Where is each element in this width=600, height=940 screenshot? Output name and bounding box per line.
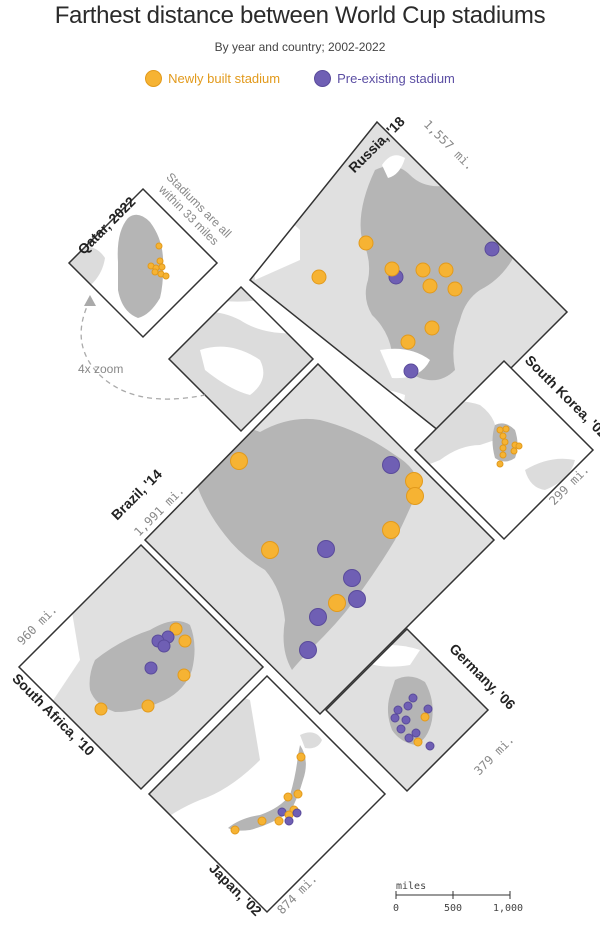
stadium-dot <box>422 278 438 294</box>
japan-stadiums <box>230 752 306 835</box>
stadium-dot <box>141 699 155 713</box>
stadium-dot <box>501 438 509 446</box>
stadium-dot <box>169 622 183 636</box>
stadium-dot <box>157 639 171 653</box>
stadium-dot <box>155 242 163 250</box>
chart-subtitle: By year and country; 2002-2022 <box>214 40 386 54</box>
stadium-dot <box>328 594 346 612</box>
stadium-dot <box>358 235 374 251</box>
zoom-arrow-icon <box>84 295 96 306</box>
scale-tick-500: 500 <box>444 903 462 914</box>
stadium-dot <box>499 444 507 452</box>
stadium-dot <box>144 661 158 675</box>
stadium-dot <box>425 741 435 751</box>
zoom-connector <box>80 299 206 400</box>
stadium-dot <box>403 701 413 711</box>
stadium-dot <box>406 487 424 505</box>
stadium-dot <box>423 704 433 714</box>
brazil-stadiums <box>230 452 424 659</box>
stadium-dot <box>415 262 431 278</box>
stadium-dot <box>400 334 416 350</box>
southafrica-frame <box>17 543 265 791</box>
legend: Newly built stadium Pre-existing stadium <box>0 70 600 87</box>
stadium-dot <box>309 608 327 626</box>
russia-stadiums <box>311 235 500 379</box>
stadium-dot <box>348 590 366 608</box>
stadium-dot <box>496 460 504 468</box>
zoom-label: 4x zoom <box>78 362 123 376</box>
germany-frame <box>324 627 490 793</box>
stadium-dot <box>403 363 419 379</box>
qatar-stadiums <box>147 242 170 280</box>
russia-distance: 1,557 mi. <box>421 117 477 173</box>
stadium-dot <box>515 442 523 450</box>
stadium-dot <box>311 269 327 285</box>
stadium-dot <box>162 272 170 280</box>
scale-tick-1000: 1,000 <box>493 903 523 914</box>
brazil-frame <box>143 362 496 716</box>
stadium-dot <box>438 262 454 278</box>
stadium-dot <box>404 733 414 743</box>
stadium-dot <box>405 472 423 490</box>
scale-unit: miles <box>396 881 426 892</box>
stadium-dot <box>382 521 400 539</box>
stadium-dot <box>502 425 510 433</box>
stadium-dot <box>158 263 166 271</box>
stadium-dot <box>156 257 164 265</box>
stadium-dot <box>396 724 406 734</box>
scale-tick-0: 0 <box>393 903 399 914</box>
korea-stadiums <box>496 425 523 468</box>
stadium-dot <box>408 693 418 703</box>
stadium-dot <box>296 752 306 762</box>
germany-stadiums <box>390 693 435 751</box>
stadium-dot <box>230 452 248 470</box>
stadium-dot <box>401 715 411 725</box>
new-stadium-swatch <box>145 70 163 87</box>
stadium-dot <box>424 320 440 336</box>
korea-frame <box>413 359 595 541</box>
qatar-frame <box>67 187 219 339</box>
stadium-dot <box>484 241 500 257</box>
stadium-dot <box>413 737 423 747</box>
stadium-dot <box>420 712 430 722</box>
stadium-dot <box>299 641 317 659</box>
stadium-dot <box>447 281 463 297</box>
stadium-dot <box>411 728 421 738</box>
stadium-dot <box>293 789 303 799</box>
legend-item-new: Newly built stadium <box>145 70 280 87</box>
stadium-dot <box>292 808 302 818</box>
stadium-dot <box>151 268 159 276</box>
stadium-dot <box>393 705 403 715</box>
japan-frame <box>147 674 387 914</box>
legend-new-label: Newly built stadium <box>168 71 281 86</box>
stadium-dot <box>283 792 293 802</box>
stadium-dot <box>499 451 507 459</box>
stadium-dot <box>343 569 361 587</box>
stadium-dot <box>94 702 108 716</box>
stadium-dot <box>496 426 504 434</box>
stadium-dot <box>382 456 400 474</box>
stadium-dot <box>510 447 518 455</box>
germany-distance: 379 mi. <box>471 732 517 778</box>
scale-bar: miles 0 500 1,000 <box>393 881 523 914</box>
stadium-dot <box>261 541 279 559</box>
stadium-dot <box>390 713 400 723</box>
chart-title: Farthest distance between World Cup stad… <box>54 2 546 29</box>
legend-pre-label: Pre-existing stadium <box>337 71 455 86</box>
stadium-dot <box>317 540 335 558</box>
stadium-dot <box>499 432 507 440</box>
legend-item-pre: Pre-existing stadium <box>314 70 455 87</box>
stadium-dot <box>257 816 267 826</box>
southafrica-stadiums <box>94 622 192 716</box>
stadium-dot <box>274 816 284 826</box>
gulf-frame <box>167 285 315 433</box>
pre-stadium-swatch <box>314 70 332 87</box>
stadium-dot <box>384 261 400 277</box>
stadium-dot <box>230 825 240 835</box>
stadium-dot <box>177 668 191 682</box>
stadium-dot <box>178 634 192 648</box>
stadium-dot <box>284 816 294 826</box>
